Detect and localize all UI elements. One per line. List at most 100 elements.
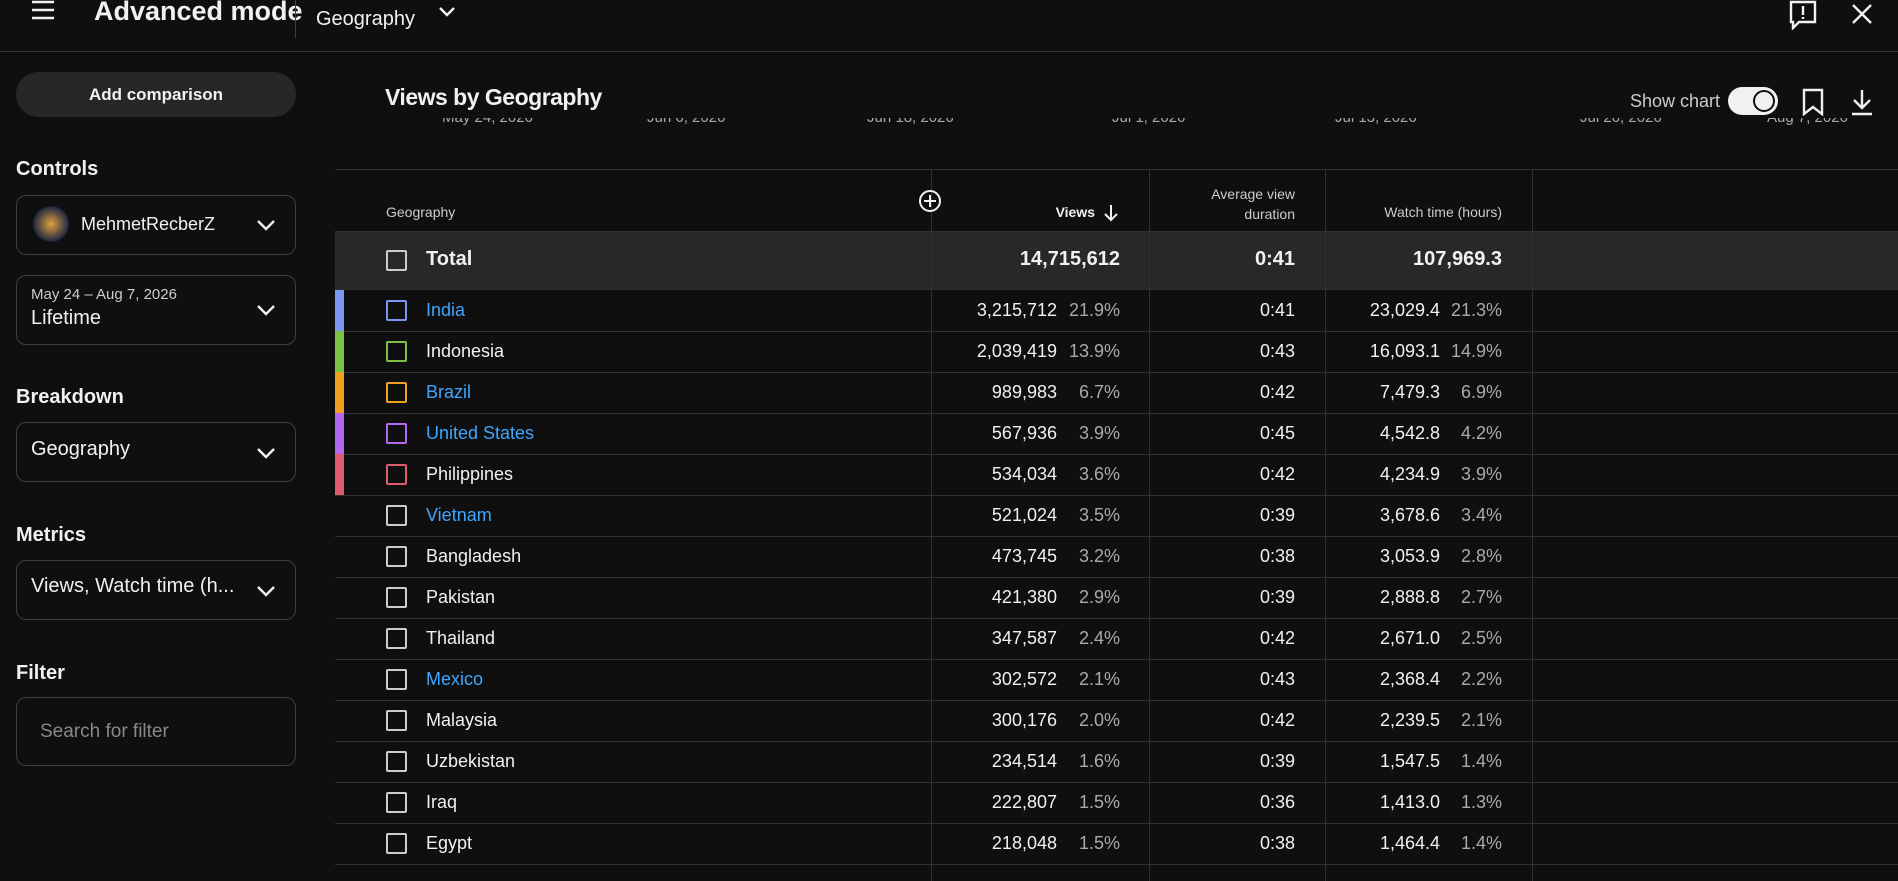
- show-chart-toggle[interactable]: [1728, 87, 1778, 115]
- views-share: 1.5%: [1078, 792, 1120, 812]
- bookmark-icon[interactable]: [1801, 88, 1825, 116]
- filter-label: Filter: [16, 662, 65, 684]
- checkbox[interactable]: [386, 300, 407, 321]
- axis-date: May 24, 2026: [442, 118, 533, 126]
- avg-duration: 0:36: [1259, 792, 1295, 812]
- views-share: 3.6%: [1078, 464, 1120, 484]
- total-label: Total: [426, 248, 473, 270]
- header-title: Advanced mode: [94, 0, 303, 26]
- close-icon[interactable]: [1850, 2, 1874, 26]
- checkbox[interactable]: [386, 382, 407, 403]
- checkbox[interactable]: [386, 587, 407, 608]
- checkbox[interactable]: [386, 546, 407, 567]
- avg-duration: 0:39: [1259, 587, 1295, 607]
- total-duration: 0:41: [1254, 248, 1295, 270]
- watch-share: 1.4%: [1460, 833, 1502, 853]
- views-share: 2.9%: [1078, 587, 1120, 607]
- geography-name[interactable]: India: [426, 300, 466, 320]
- views: 347,587: [991, 628, 1057, 648]
- checkbox[interactable]: [386, 833, 407, 854]
- checkbox[interactable]: [386, 751, 407, 772]
- channel-name: MehmetRecberZ: [81, 214, 216, 234]
- header-divider: [335, 289, 1898, 290]
- watch-share: 14.9%: [1450, 341, 1502, 361]
- avg-duration: 0:42: [1259, 382, 1295, 402]
- row-divider: [335, 864, 1898, 865]
- metrics-select[interactable]: [16, 560, 296, 620]
- views: 421,380: [991, 587, 1057, 607]
- series-color-bar: [335, 454, 344, 495]
- axis-date: Jun 18, 2026: [867, 118, 954, 126]
- channel-select[interactable]: [16, 195, 296, 255]
- filter-placeholder: Search for filter: [40, 721, 169, 742]
- axis-date: Aug 7, 2026: [1767, 118, 1848, 126]
- chevron[interactable]: [256, 584, 276, 598]
- row-divider: [335, 495, 1898, 496]
- views: 222,807: [991, 792, 1057, 812]
- checkbox[interactable]: [386, 464, 407, 485]
- chevron[interactable]: [256, 303, 276, 317]
- column-header[interactable]: Views: [1055, 204, 1095, 220]
- checkbox[interactable]: [386, 792, 407, 813]
- chart-axis: May 24, 2026 Jun 6, 2026 Jun 18, 2026 Jul 1…: [335, 118, 1898, 128]
- geography-name[interactable]: Mexico: [426, 669, 484, 689]
- watch-time: 7,479.3: [1379, 382, 1440, 402]
- menu-icon[interactable]: [30, 0, 56, 24]
- add-column-icon[interactable]: [919, 190, 941, 212]
- views: 302,572: [991, 669, 1057, 689]
- views: 567,936: [991, 423, 1057, 443]
- data-table: Geography Views Average view duration Watch…: [335, 169, 1898, 881]
- watch-time: 3,678.6: [1379, 505, 1440, 525]
- chevron[interactable]: [437, 4, 457, 20]
- download-icon[interactable]: [1850, 88, 1874, 116]
- checkbox[interactable]: [386, 505, 407, 526]
- checkbox[interactable]: [386, 710, 407, 731]
- metrics-value: Views, Watch time (h...: [31, 575, 235, 597]
- checkbox[interactable]: [386, 250, 407, 271]
- date-select[interactable]: [16, 275, 296, 345]
- total-row: [335, 231, 1898, 289]
- breakdown-select[interactable]: [16, 422, 296, 482]
- geography-name: Pakistan: [426, 587, 496, 607]
- avg-duration: 0:42: [1259, 710, 1295, 730]
- views: 3,215,712: [976, 300, 1057, 320]
- row-divider: [335, 331, 1898, 332]
- watch-time: 16,093.1: [1369, 341, 1440, 361]
- views: 2,039,419: [976, 341, 1057, 361]
- column-header[interactable]: Watch time (hours): [1384, 204, 1502, 220]
- add-comparison-button[interactable]: Add comparison: [16, 72, 296, 117]
- watch-time: 4,234.9: [1379, 464, 1440, 484]
- views: 218,048: [991, 833, 1057, 853]
- report-select[interactable]: Geography: [316, 8, 415, 30]
- row-divider: [335, 577, 1898, 578]
- geography-name: Philippines: [426, 464, 514, 484]
- row-divider: [335, 372, 1898, 373]
- column-divider: [1149, 170, 1150, 881]
- checkbox[interactable]: [386, 628, 407, 649]
- geography-name[interactable]: Vietnam: [426, 505, 492, 525]
- chevron[interactable]: [256, 446, 276, 460]
- checkbox[interactable]: [386, 341, 407, 362]
- avg-duration: 0:45: [1259, 423, 1295, 443]
- row-divider: [335, 454, 1898, 455]
- chevron[interactable]: [256, 218, 276, 232]
- feedback-icon[interactable]: [1788, 0, 1818, 30]
- geography-name[interactable]: United States: [426, 423, 535, 443]
- geography-name: Malaysia: [426, 710, 498, 730]
- watch-share: 2.2%: [1460, 669, 1502, 689]
- watch-share: 2.8%: [1460, 546, 1502, 566]
- row-divider: [335, 700, 1898, 701]
- checkbox[interactable]: [386, 423, 407, 444]
- filter-input[interactable]: [16, 697, 296, 766]
- column-header[interactable]: Average view duration: [1211, 186, 1295, 222]
- checkbox[interactable]: [386, 669, 407, 690]
- avg-duration: 0:38: [1259, 833, 1295, 853]
- breakdown-label: Breakdown: [16, 386, 124, 408]
- views-share: 2.0%: [1078, 710, 1120, 730]
- axis-date: Jul 13, 2026: [1335, 118, 1417, 126]
- row-divider: [335, 823, 1898, 824]
- watch-share: 2.5%: [1460, 628, 1502, 648]
- geography-name[interactable]: Brazil: [426, 382, 472, 402]
- row-divider: [335, 536, 1898, 537]
